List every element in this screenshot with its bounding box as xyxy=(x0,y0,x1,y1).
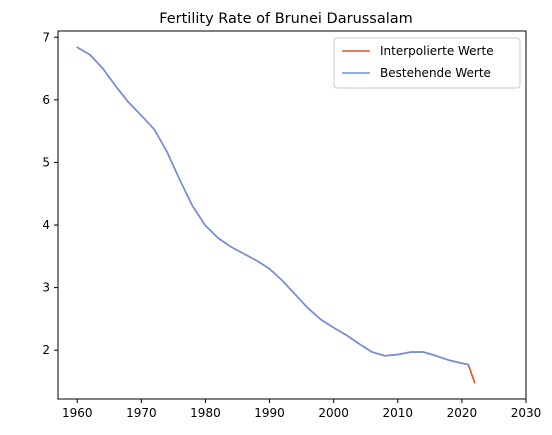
x-tick-label: 1970 xyxy=(126,406,157,420)
y-tick-label: 7 xyxy=(42,30,50,44)
y-tick-label: 3 xyxy=(42,281,50,295)
x-tick-label: 1960 xyxy=(62,406,93,420)
x-tick-label: 2000 xyxy=(318,406,349,420)
x-axis: 1960 1970 1980 1990 2000 2010 2020 2030 xyxy=(62,399,541,420)
legend: Interpolierte Werte Bestehende Werte xyxy=(333,37,521,89)
x-tick-label: 2010 xyxy=(383,406,414,420)
series-layer xyxy=(76,46,476,384)
series-line-interpolated xyxy=(76,46,476,384)
y-tick-label: 2 xyxy=(42,343,50,357)
y-axis: 2 3 4 5 6 7 xyxy=(42,30,58,357)
x-tick-label: 1980 xyxy=(190,406,221,420)
y-tick-label: 6 xyxy=(42,93,50,107)
legend-label: Interpolierte Werte xyxy=(380,44,494,58)
y-tick-label: 5 xyxy=(42,155,50,169)
chart-title: Fertility Rate of Brunei Darussalam xyxy=(159,11,413,27)
axes-frame xyxy=(57,30,527,400)
legend-box xyxy=(333,37,521,89)
legend-label: Bestehende Werte xyxy=(380,66,491,80)
x-tick-label: 2020 xyxy=(447,406,478,420)
x-tick-label: 2030 xyxy=(511,406,542,420)
series-line-existing xyxy=(76,46,470,366)
y-tick-label: 4 xyxy=(42,218,50,232)
x-tick-label: 1990 xyxy=(254,406,285,420)
